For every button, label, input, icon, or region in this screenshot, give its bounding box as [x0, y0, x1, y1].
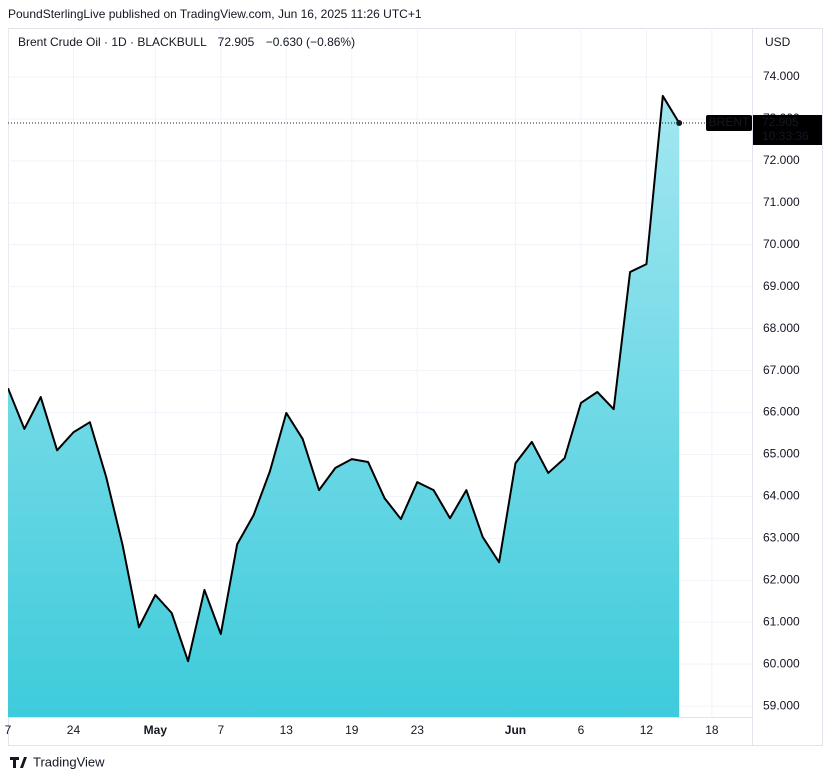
x-tick-label: 12 — [640, 723, 654, 737]
x-tick-label: 7 — [217, 723, 224, 737]
y-tick-label: 72.000 — [763, 153, 800, 167]
y-tick-label: 69.000 — [763, 279, 800, 293]
logo: TradingView — [10, 754, 105, 769]
x-tick-label: 7 — [5, 723, 12, 737]
y-tick-label: 66.000 — [763, 405, 800, 419]
y-tick-label: 62.000 — [763, 572, 800, 586]
x-tick-label: 18 — [705, 723, 719, 737]
series-tag: BRENT — [709, 115, 750, 129]
header: PoundSterlingLive published on TradingVi… — [8, 7, 422, 21]
legend: Brent Crude Oil · 1D · BLACKBULL 72.905 … — [18, 35, 355, 49]
price-line — [8, 94, 681, 663]
x-tick-label: May — [144, 723, 168, 737]
y-tick-label: 65.000 — [763, 447, 800, 461]
series-tag-box — [706, 114, 752, 131]
legend-price: 72.905 — [218, 35, 255, 49]
y-tick-label: 64.000 — [763, 489, 800, 503]
x-tick-label: 6 — [578, 723, 585, 737]
y-tick-label: 71.000 — [763, 195, 800, 209]
x-tick-label: 19 — [345, 723, 359, 737]
y-tick-label: 74.000 — [763, 69, 800, 83]
y-tick-label: 68.000 — [763, 321, 800, 335]
currency: USD — [765, 35, 791, 49]
area-fill — [8, 95, 680, 717]
logo-icon — [10, 757, 27, 768]
last-point — [676, 119, 683, 126]
legend-change: −0.630 (−0.86%) — [266, 35, 355, 49]
y-tick-label: 70.000 — [763, 237, 800, 251]
x-tick-label: 24 — [67, 723, 81, 737]
x-tick-label: 23 — [411, 723, 425, 737]
time-tag: 10:33:36 — [762, 129, 809, 143]
price-tag: 72.905 — [762, 115, 799, 129]
y-tick-label: 67.000 — [763, 363, 800, 377]
footer: TradingView — [33, 754, 105, 769]
x-tick-label: 13 — [280, 723, 294, 737]
y-tick-label: 61.000 — [763, 614, 800, 628]
y-tick-label: 63.000 — [763, 531, 800, 545]
y-tick-label: 59.000 — [763, 698, 800, 712]
x-tick-label: Jun — [505, 723, 526, 737]
legend-title: Brent Crude Oil · 1D · BLACKBULL — [18, 35, 207, 49]
y-tick-label: 60.000 — [763, 656, 800, 670]
price-tag-box — [753, 114, 822, 145]
